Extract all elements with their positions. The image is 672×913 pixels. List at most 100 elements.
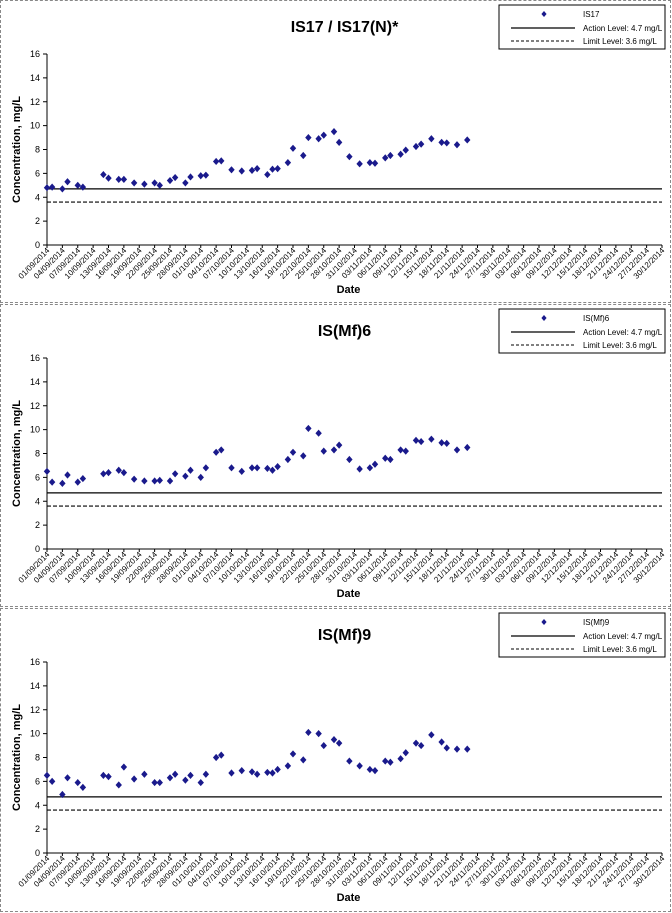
chart-1-data-point	[48, 183, 56, 191]
chart-1-data-point	[443, 139, 450, 147]
chart-3-legend-series-label: IS(Mf)9	[583, 618, 610, 627]
chart-1-data-point	[330, 127, 338, 136]
chart-2-data-point	[315, 429, 322, 437]
chart-3-data-point	[453, 745, 461, 753]
chart-1-data-point	[371, 159, 379, 167]
chart-1-data-point	[218, 157, 225, 165]
chart-3-y-tick-label: 14	[30, 681, 40, 691]
chart-3-data-point	[228, 769, 235, 777]
chart-2-data-point	[228, 464, 235, 472]
chart-3-data-point	[305, 728, 312, 737]
chart-2-data-point	[187, 466, 194, 474]
chart-3-data-point	[48, 777, 56, 785]
chart-1-y-tick-label: 6	[35, 168, 40, 178]
chart-2-data-point	[248, 464, 256, 472]
chart-3-data-point	[156, 778, 163, 787]
chart-1-data-point	[105, 174, 112, 182]
chart-1-data-point	[156, 181, 163, 189]
chart-1-data-point	[253, 165, 261, 173]
chart-3-data-point	[428, 731, 435, 739]
chart-3-data-point	[320, 741, 327, 750]
chart-3-legend-action-label: Action Level: 4.7 mg/L	[583, 632, 663, 641]
chart-3-data-point	[397, 755, 404, 763]
chart-2-data-point	[264, 464, 271, 473]
chart-3-data-point	[300, 756, 307, 764]
chart-2-data-point	[197, 473, 204, 481]
chart-2-data-point	[218, 446, 225, 454]
chart-2-data-point	[438, 439, 445, 447]
chart-3-data-point	[74, 778, 81, 787]
chart-2-x-axis-label: Date	[337, 588, 361, 600]
chart-3-data-point	[356, 762, 363, 770]
chart-1-data-point	[428, 135, 435, 143]
chart-2-legend-marker	[541, 315, 547, 321]
chart-3-x-axis-label: Date	[337, 892, 361, 904]
chart-3-y-tick-label: 12	[30, 705, 40, 715]
chart-1-data-point	[238, 167, 245, 175]
chart-3-data-point	[366, 765, 374, 774]
chart-1-data-point	[382, 154, 389, 162]
chart-3-data-point	[438, 738, 445, 746]
chart-1-y-tick-label: 12	[30, 97, 40, 107]
chart-1-data-point	[438, 138, 445, 146]
chart-3-y-tick-label: 4	[35, 800, 40, 810]
chart-1-y-tick-label: 4	[35, 192, 40, 202]
chart-2-data-point	[402, 447, 409, 455]
chart-1-data-point	[274, 165, 281, 173]
chart-2-data-point	[387, 455, 394, 464]
chart-1-legend-box	[498, 4, 666, 50]
chart-3-legend-limit-label: Limit Level: 3.6 mg/L	[583, 645, 657, 654]
chart-1-data-point	[212, 157, 220, 166]
chart-1-legend-limit-label: Limit Level: 3.6 mg/L	[583, 37, 657, 46]
chart-3-data-point	[346, 757, 353, 765]
chart-2: IS(Mf)6024681012141601/09/201404/09/2014…	[11, 308, 667, 600]
chart-2-y-tick-label: 10	[30, 425, 40, 435]
chart-1-data-point	[120, 175, 128, 183]
chart-1-data-point	[100, 170, 107, 179]
chart-2-data-point	[171, 470, 179, 478]
chart-2-data-point	[59, 479, 66, 487]
chart-2-data-point	[300, 452, 307, 460]
chart-2-data-point	[182, 472, 189, 480]
chart-1-data-point	[171, 173, 179, 182]
chart-2-data-point	[330, 446, 338, 454]
chart-panel-3: IS(Mf)9 0 2 4 6 8 10 12 14 16 01/09/2014 04/09/2014…	[0, 608, 671, 912]
chart-3-data-point	[315, 730, 322, 738]
chart-2-data-point	[289, 448, 297, 456]
chart-2-data-point	[417, 437, 425, 446]
chart-1-y-tick-label: 14	[30, 73, 40, 83]
chart-3-data-point	[284, 762, 292, 770]
chart-3-data-point	[79, 783, 87, 791]
chart-2-data-point	[212, 448, 220, 456]
chart-1-title: IS17 / IS17(N)*	[291, 19, 399, 36]
chart-3-title: IS(Mf)9	[318, 627, 371, 644]
chart-2-y-axis-label: Concentration, mg/L	[11, 400, 23, 507]
chart-1-data-point	[182, 179, 189, 187]
chart-1-data-point	[320, 131, 327, 139]
chart-1: IS17 / IS17(N)*024681012141601/09/201404…	[11, 4, 667, 296]
chart-2-data-point	[130, 475, 138, 483]
chart-2-data-point	[269, 466, 276, 474]
chart-3-data-point	[151, 778, 158, 787]
chart-1-y-tick-label: 16	[30, 49, 40, 59]
chart-1-data-point	[59, 185, 66, 193]
chart-2-y-tick-label: 4	[35, 496, 40, 506]
chart-3-data-point	[264, 768, 271, 777]
chart-2-data-point	[428, 435, 435, 443]
chart-3-data-point	[100, 771, 107, 780]
chart-2-y-tick-label: 16	[30, 353, 40, 363]
chart-1-data-point	[79, 183, 87, 191]
chart-2-y-tick-label: 2	[35, 520, 40, 530]
chart-3-data-point	[417, 741, 425, 750]
chart-2-data-point	[371, 460, 379, 468]
chart-3-data-point	[382, 757, 389, 765]
chart-3-data-point	[197, 778, 204, 787]
chart-2-data-point	[43, 467, 51, 476]
chart-3-data-point	[238, 767, 245, 775]
chart-1-data-point	[356, 160, 363, 168]
chart-2-data-point	[397, 446, 404, 454]
chart-1-data-point	[315, 135, 322, 143]
chart-1-legend-action-label: Action Level: 4.7 mg/L	[583, 24, 663, 33]
chart-2-data-point	[151, 477, 158, 485]
chart-3-data-point	[335, 739, 343, 747]
